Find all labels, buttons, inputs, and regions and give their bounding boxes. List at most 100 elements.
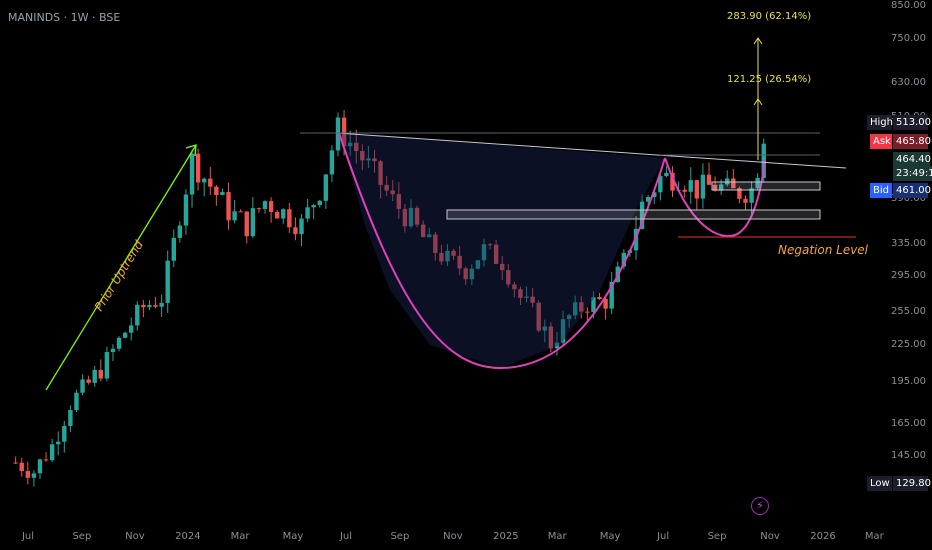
time-tick-label: Sep (390, 531, 409, 542)
candle-body (384, 184, 389, 191)
candle-body (92, 370, 97, 383)
price-tick-label: 165.00 (891, 418, 926, 429)
time-tick-label: Mar (548, 531, 568, 542)
candle-body (572, 302, 578, 316)
candle-body (74, 392, 79, 411)
candle-body (512, 284, 517, 290)
time-tick-label: Nov (125, 531, 145, 542)
price-axis[interactable]: 850.00750.00630.00510.00390.00335.00295.… (891, 0, 926, 461)
candle-body (323, 174, 329, 201)
candles-layer (13, 109, 766, 487)
candle-body (439, 253, 444, 262)
target1-arrowhead (753, 98, 763, 106)
candle-body (706, 174, 712, 185)
candle-body (13, 462, 18, 464)
candle-body (591, 297, 596, 312)
price-tick-label: 255.00 (891, 306, 926, 317)
candle-body (195, 153, 201, 183)
candle-body (451, 250, 456, 256)
candle-body (408, 207, 414, 227)
candle-body (372, 158, 377, 162)
time-axis[interactable]: Jul Sep Nov 2024 Mar May Jul Sep Nov 2025 Mar May Ju… (21, 531, 885, 542)
candle-body (244, 211, 249, 237)
high-flag-key: High (867, 115, 893, 130)
candle-body (554, 342, 560, 349)
candle-body (317, 200, 322, 206)
candle-body (141, 304, 146, 308)
time-tick-label: 2024 (175, 531, 200, 542)
time-tick-label: May (283, 531, 304, 542)
candle-body (694, 180, 700, 199)
candle-body (98, 370, 104, 379)
candle-body (445, 250, 450, 262)
candle-body (183, 194, 189, 226)
candle-body (62, 425, 67, 442)
price-tick-label: 225.00 (891, 339, 926, 350)
lightning-icon[interactable]: ⚡ (751, 497, 769, 515)
last-price-flag: 464.40 (893, 152, 931, 167)
candle-body (19, 462, 24, 472)
candle-body (378, 161, 383, 185)
candle-body (718, 184, 724, 191)
candle-body (329, 150, 335, 175)
target2-label: 283.90 (62.14%) (727, 11, 811, 22)
time-tick-label: Mar (231, 531, 251, 542)
candle-body (658, 176, 663, 193)
price-tick-label: 750.00 (891, 33, 926, 44)
candle-body (189, 153, 195, 195)
candle-body (536, 302, 541, 331)
support-zone (446, 209, 821, 220)
candle-body (56, 441, 61, 445)
candle-body (664, 172, 669, 177)
candle-body (366, 158, 371, 161)
handle-curve (664, 157, 766, 238)
candle-body (287, 209, 292, 228)
candle-body (481, 244, 487, 261)
candle-body (256, 208, 262, 210)
candle-body (700, 174, 706, 199)
candle-body (80, 379, 85, 393)
symbol-label: MANINDS · 1W · BSE (8, 11, 121, 24)
bid-flag-value: 461.00 (893, 183, 931, 198)
time-tick-label: Nov (443, 531, 463, 542)
candle-body (341, 117, 347, 147)
candle-body (670, 172, 675, 191)
cup-fill (339, 133, 665, 368)
target1-label: 121.25 (26.54%) (727, 74, 811, 85)
candle-body (712, 184, 718, 191)
candle-body (25, 471, 31, 478)
candle-body (135, 304, 140, 326)
candle-body (165, 260, 170, 303)
candle-body (518, 289, 523, 298)
low-flag-key: Low (867, 476, 892, 491)
candle-body (506, 270, 511, 285)
time-tick-label: 2026 (810, 531, 835, 542)
candle-body (469, 268, 475, 280)
prior-uptrend-label: Prior Uptrend (92, 238, 147, 314)
candle-body (688, 180, 693, 192)
candle-body (487, 244, 493, 246)
time-tick-label: Nov (760, 531, 780, 542)
price-tick-label: 195.00 (891, 376, 926, 387)
candle-body (311, 205, 316, 208)
candle-body (390, 190, 395, 195)
candle-body (579, 302, 584, 312)
candle-body (153, 305, 158, 307)
candle-body (530, 296, 535, 303)
candle-body (603, 298, 608, 309)
candle-body (238, 211, 243, 213)
candle-body (725, 178, 730, 185)
candle-body (500, 263, 505, 271)
candle-body (427, 234, 432, 238)
target2-arrowhead (753, 37, 763, 45)
candle-body (37, 459, 43, 474)
candle-body (457, 255, 462, 269)
candle-body (305, 207, 310, 219)
time-tick-label: Mar (865, 531, 885, 542)
price-tick-label: 390.00 (891, 193, 926, 204)
candle-body (463, 268, 468, 280)
candle-body (31, 473, 37, 478)
candle-body (548, 326, 554, 349)
candle-body (104, 352, 110, 379)
